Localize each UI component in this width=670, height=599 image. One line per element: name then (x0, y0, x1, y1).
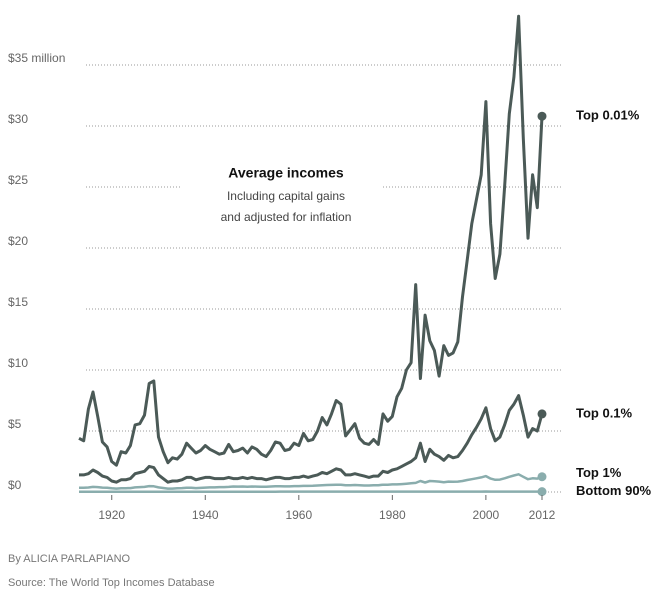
series-label: Top 0.01% (576, 108, 640, 123)
subtitle: and adjusted for inflation (221, 210, 352, 224)
y-tick-label: $5 (8, 417, 22, 431)
y-tick-label: $25 (8, 173, 28, 187)
series-line (78, 14, 544, 467)
x-tick-label: 1940 (192, 508, 219, 522)
x-tick-label: 1960 (285, 508, 312, 522)
lines (78, 14, 547, 497)
x-tick-label: 1980 (379, 508, 406, 522)
series-line (79, 473, 543, 490)
series-label: Top 0.1% (576, 405, 633, 420)
series-label: Top 1% (576, 465, 622, 480)
x-tick-label: 2000 (473, 508, 500, 522)
x-tick-label: 1920 (98, 508, 125, 522)
grid (86, 64, 562, 493)
annotation-background (182, 158, 382, 233)
source: Source: The World Top Incomes Database (8, 577, 215, 589)
y-tick-label: $10 (8, 356, 28, 370)
series-label: Bottom 90% (576, 483, 652, 498)
y-tick-label: $15 (8, 295, 28, 309)
x-tick-label: 2012 (529, 508, 556, 522)
y-tick-label: $35 million (8, 51, 65, 65)
chart-title: Average incomes (228, 165, 344, 181)
end-dot (537, 487, 547, 497)
y-tick-label: $0 (8, 478, 22, 492)
end-dot (537, 111, 547, 121)
series-line (79, 394, 544, 484)
y-tick-label: $30 (8, 112, 28, 126)
subtitle: Including capital gains (227, 189, 345, 203)
byline: By ALICIA PARLAPIANO (8, 553, 131, 565)
end-dot (537, 409, 547, 419)
y-tick-label: $20 (8, 234, 28, 248)
end-dot (537, 472, 547, 482)
